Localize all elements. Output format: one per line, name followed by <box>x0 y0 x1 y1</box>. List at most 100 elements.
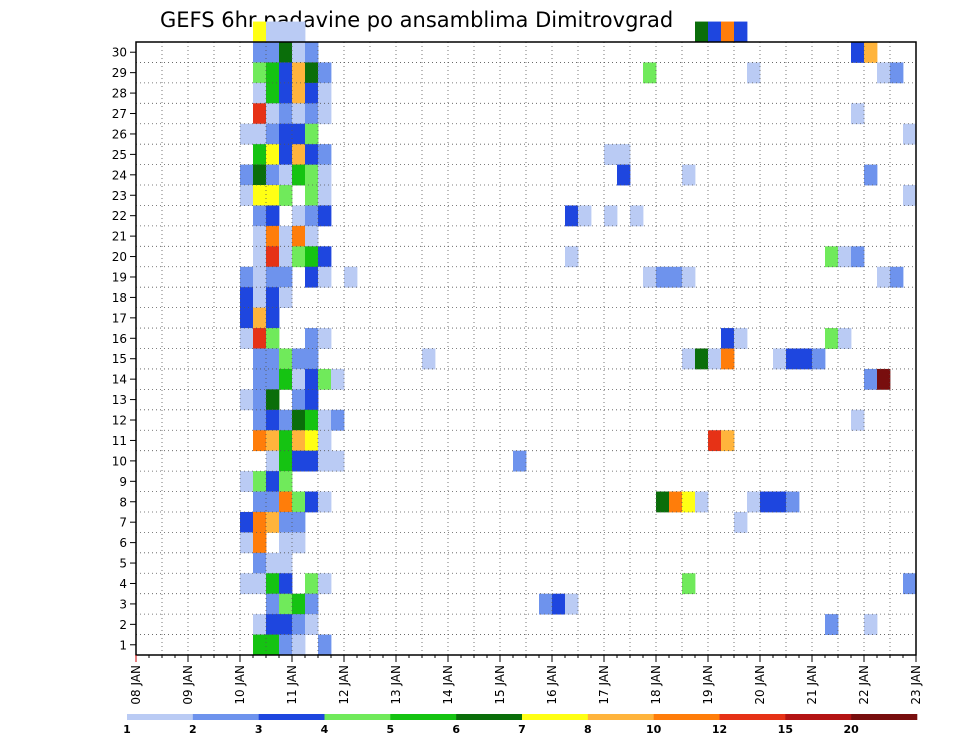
heatmap-cell <box>305 185 319 206</box>
heatmap-cell <box>890 266 904 288</box>
legend-swatch <box>127 714 194 720</box>
legend-label: 8 <box>584 723 592 736</box>
heatmap-cell <box>266 573 280 595</box>
legend-label: 7 <box>518 723 526 736</box>
heatmap-cell <box>656 266 670 288</box>
heatmap-cell <box>292 225 306 247</box>
heatmap-cell <box>305 42 319 63</box>
heatmap-cell <box>266 389 280 411</box>
heatmap-cells <box>240 21 917 656</box>
legend-swatch <box>324 714 391 720</box>
heatmap-cell <box>682 266 696 288</box>
y-tick-label: 1 <box>119 638 127 652</box>
heatmap-cell <box>682 491 696 513</box>
heatmap-cell <box>422 348 436 370</box>
heatmap-cell <box>279 225 293 247</box>
y-tick-label: 21 <box>112 230 127 244</box>
legend-swatch <box>653 714 720 720</box>
heatmap-cell <box>539 593 553 615</box>
heatmap-cell <box>240 573 254 595</box>
x-tick-label: 15 JAN <box>493 665 507 705</box>
heatmap-cell <box>695 348 709 370</box>
heatmap-cell <box>240 471 254 492</box>
heatmap-cell <box>266 62 280 84</box>
heatmap-cell <box>760 491 774 513</box>
heatmap-cell <box>279 491 293 513</box>
heatmap-cell <box>292 634 306 656</box>
heatmap-cell <box>279 511 293 533</box>
heatmap-cell <box>253 307 267 329</box>
heatmap-cell <box>305 225 319 247</box>
y-tick-label: 11 <box>112 434 127 448</box>
heatmap-cell <box>292 614 306 635</box>
heatmap-cell <box>292 62 306 84</box>
legend-swatch <box>192 714 259 720</box>
heatmap-cell <box>253 328 267 349</box>
heatmap-cell <box>721 430 735 452</box>
heatmap-cell <box>240 532 254 554</box>
heatmap-cell <box>864 42 878 63</box>
heatmap-cell <box>669 491 683 513</box>
heatmap-cell <box>292 409 306 431</box>
y-tick-label: 9 <box>119 475 127 489</box>
heatmap-cell <box>292 491 306 513</box>
heatmap-cell <box>279 409 293 431</box>
y-tick-label: 12 <box>112 414 127 428</box>
heatmap-cell <box>279 62 293 84</box>
heatmap-cell <box>305 328 319 349</box>
heatmap-cell <box>240 389 254 411</box>
heatmap-cell <box>292 123 306 145</box>
x-tick-label: 21 JAN <box>805 665 819 705</box>
heatmap-cell <box>253 348 267 370</box>
heatmap-cell <box>318 266 332 288</box>
heatmap-cell <box>305 593 319 615</box>
heatmap-cell <box>292 164 306 186</box>
heatmap-cell <box>331 368 345 390</box>
heatmap-cell <box>292 21 306 43</box>
heatmap-cell <box>305 144 319 165</box>
heatmap-cell <box>266 205 280 227</box>
heatmap-cell <box>279 246 293 268</box>
y-tick-label: 24 <box>112 168 127 182</box>
heatmap-cell <box>864 614 878 635</box>
heatmap-cell <box>253 389 267 411</box>
y-tick-label: 5 <box>119 557 127 571</box>
heatmap-cell <box>565 593 579 615</box>
heatmap-cell <box>877 62 891 84</box>
y-tick-label: 6 <box>119 536 127 550</box>
heatmap-cell <box>305 491 319 513</box>
y-tick-label: 10 <box>112 454 127 468</box>
heatmap-cell <box>604 205 618 227</box>
legend-label: 10 <box>646 723 662 736</box>
heatmap-cell <box>240 164 254 186</box>
heatmap-cell <box>318 82 332 104</box>
y-tick-label: 25 <box>112 148 127 162</box>
y-tick-label: 29 <box>112 66 127 80</box>
heatmap-cell <box>708 21 722 43</box>
heatmap-cell <box>279 123 293 145</box>
heatmap-cell <box>318 409 332 431</box>
heatmap-cell <box>292 348 306 370</box>
heatmap-cell <box>318 62 332 84</box>
x-tick-label: 11 JAN <box>285 665 299 705</box>
y-tick-label: 4 <box>119 577 127 591</box>
heatmap-cell <box>240 266 254 288</box>
heatmap-cell <box>305 573 319 595</box>
heatmap-cell <box>669 266 683 288</box>
heatmap-cell <box>318 144 332 165</box>
y-tick-label: 28 <box>112 87 127 101</box>
heatmap-cell <box>721 21 735 43</box>
heatmap-cell <box>266 307 280 329</box>
y-tick-label: 22 <box>112 209 127 223</box>
legend-label: 12 <box>712 723 727 736</box>
heatmap-cell <box>630 205 644 227</box>
chart-title: GEFS 6hr padavine po ansamblima Dimitrov… <box>160 8 673 32</box>
heatmap-cell <box>266 21 280 43</box>
heatmap-cell <box>292 389 306 411</box>
heatmap-cell <box>305 62 319 84</box>
heatmap-cell <box>877 368 891 390</box>
heatmap-cell <box>695 491 709 513</box>
x-tick-label: 18 JAN <box>649 665 663 705</box>
heatmap-cell <box>279 450 293 472</box>
heatmap-cell <box>838 328 852 349</box>
